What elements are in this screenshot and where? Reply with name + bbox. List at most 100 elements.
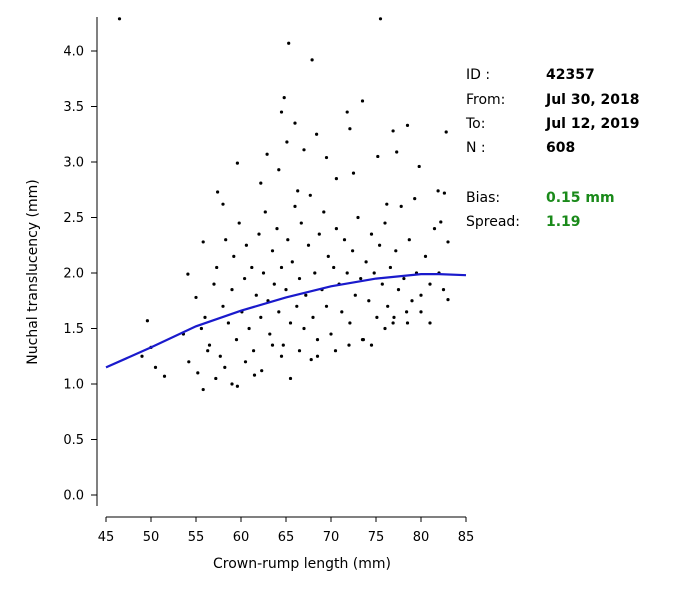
data-point xyxy=(260,369,264,373)
x-tick-label: 50 xyxy=(143,530,160,545)
data-point xyxy=(306,243,311,247)
data-point xyxy=(285,140,289,144)
data-point xyxy=(419,310,423,314)
data-point xyxy=(315,338,320,342)
data-point xyxy=(419,293,423,297)
data-point xyxy=(282,96,286,100)
data-point xyxy=(252,373,257,377)
data-point xyxy=(223,365,227,369)
data-point xyxy=(353,293,357,297)
info-label: To: xyxy=(465,116,485,132)
data-point xyxy=(367,299,371,303)
y-tick-label: 1.0 xyxy=(63,378,84,393)
data-point xyxy=(286,238,290,242)
x-tick-label: 75 xyxy=(368,530,385,545)
y-tick-label: 3.0 xyxy=(63,156,84,171)
data-point xyxy=(162,374,167,378)
info-value: 0.15 mm xyxy=(546,190,615,206)
data-point xyxy=(348,127,352,131)
data-point xyxy=(153,365,158,369)
data-point xyxy=(302,148,306,152)
data-point xyxy=(378,243,382,247)
data-point xyxy=(405,321,410,325)
data-point xyxy=(284,288,288,292)
data-point xyxy=(212,282,216,286)
data-point xyxy=(360,338,365,342)
data-point xyxy=(446,240,450,244)
data-point xyxy=(297,349,302,353)
data-point xyxy=(216,190,220,194)
data-point xyxy=(369,232,374,236)
data-point xyxy=(261,271,266,275)
data-point xyxy=(332,265,336,270)
data-point xyxy=(396,288,401,292)
data-point xyxy=(428,282,432,286)
data-point xyxy=(247,326,251,331)
x-tick-label: 80 xyxy=(413,530,430,545)
data-point xyxy=(290,260,294,264)
data-point xyxy=(288,321,293,325)
data-point xyxy=(391,129,395,133)
data-point xyxy=(413,197,417,201)
data-point xyxy=(428,321,432,325)
data-point xyxy=(263,210,267,214)
data-point xyxy=(218,354,222,358)
y-tick-label: 1.5 xyxy=(63,322,84,337)
data-point xyxy=(214,376,218,381)
data-point xyxy=(322,210,326,214)
data-point xyxy=(423,254,428,258)
info-label: From: xyxy=(466,92,505,108)
data-point xyxy=(446,298,450,302)
data-point xyxy=(399,204,403,208)
data-point xyxy=(405,310,409,314)
x-axis-title: Crown-rump length (mm) xyxy=(213,556,391,572)
info-value: Jul 30, 2018 xyxy=(545,92,640,108)
data-point xyxy=(369,343,374,347)
y-tick-label: 2.0 xyxy=(63,267,84,282)
x-tick-label: 70 xyxy=(323,530,340,545)
data-point xyxy=(372,271,376,275)
data-point xyxy=(268,332,272,336)
data-point xyxy=(237,221,241,225)
data-point xyxy=(380,282,384,286)
data-point xyxy=(221,202,225,206)
data-point xyxy=(410,299,414,303)
data-point xyxy=(186,272,190,276)
data-point xyxy=(203,315,207,319)
data-point xyxy=(315,132,319,136)
data-point xyxy=(221,304,225,308)
data-point xyxy=(309,357,313,362)
data-point xyxy=(391,321,395,325)
data-point xyxy=(196,371,200,375)
data-point xyxy=(334,227,338,231)
info-value: Jul 12, 2019 xyxy=(545,116,640,132)
data-point xyxy=(345,110,349,114)
data-point xyxy=(326,254,330,258)
info-label: Spread: xyxy=(466,214,520,230)
data-point xyxy=(383,221,387,225)
y-tick-label: 4.0 xyxy=(63,45,84,60)
y-tick-label: 0.5 xyxy=(63,433,84,448)
y-axis-title: Nuchal translucency (mm) xyxy=(25,179,41,364)
data-point xyxy=(432,227,437,231)
data-point xyxy=(117,17,122,21)
data-point xyxy=(207,343,212,347)
data-point xyxy=(386,304,390,308)
data-point xyxy=(243,276,247,281)
data-point xyxy=(224,238,228,242)
data-point xyxy=(359,276,363,281)
data-point xyxy=(351,249,355,253)
data-point xyxy=(254,293,258,297)
data-point xyxy=(235,161,239,165)
data-point xyxy=(265,152,269,156)
data-point xyxy=(394,249,398,253)
data-point xyxy=(277,168,281,172)
x-tick-label: 65 xyxy=(278,530,295,545)
data-point xyxy=(360,99,365,103)
data-point xyxy=(356,215,360,220)
axes: 0.0 0.5 1.0 1.5 2.0 2.5 3.0 3.5 4.0 45 50 55 60 65 70 7… xyxy=(63,17,474,545)
data-point xyxy=(279,354,284,358)
data-point xyxy=(270,343,275,347)
data-point xyxy=(329,332,333,336)
data-point xyxy=(272,282,276,286)
